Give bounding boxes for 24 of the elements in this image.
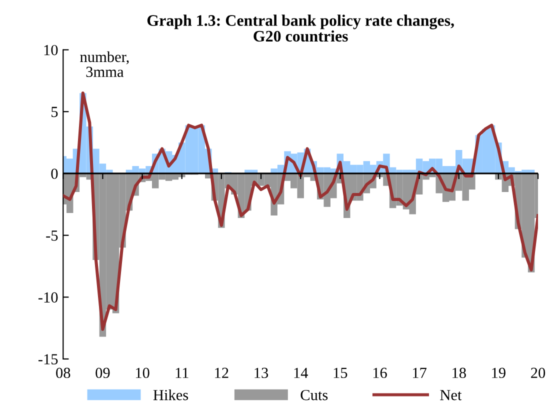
x-tick-label: 18 — [452, 368, 466, 378]
x-tick-label: 12 — [215, 368, 228, 378]
x-tick-label: 09 — [96, 368, 110, 378]
x-tick-label: 15 — [334, 368, 348, 378]
y-axis-title: number, 3mma — [80, 51, 129, 78]
x-tick-label: 16 — [373, 368, 387, 378]
legend-label: Hikes — [153, 389, 188, 400]
legend-label: Net — [440, 390, 462, 400]
y-tick-label: -15 — [38, 354, 58, 364]
chart-title: Graph 1.3: Central bank policy rate changes, G20 countries — [147, 14, 454, 42]
x-tick-label: 08 — [56, 368, 70, 378]
y-tick-label: 5 — [52, 106, 58, 118]
y-tick-label: -5 — [46, 230, 58, 241]
x-tick-label: 19 — [492, 368, 506, 378]
x-tick-label: 14 — [294, 368, 308, 378]
x-tick-label: 13 — [254, 368, 268, 378]
x-tick-label: 17 — [413, 368, 426, 378]
y-tick-label: 10 — [44, 44, 58, 56]
y-tick-label: 0 — [51, 168, 58, 179]
x-tick-label: 20 — [531, 368, 546, 378]
x-tick-label: 10 — [136, 368, 150, 378]
x-tick-label: 11 — [176, 368, 188, 378]
legend-label: Cuts — [300, 390, 328, 400]
y-tick-label: -10 — [38, 292, 58, 303]
